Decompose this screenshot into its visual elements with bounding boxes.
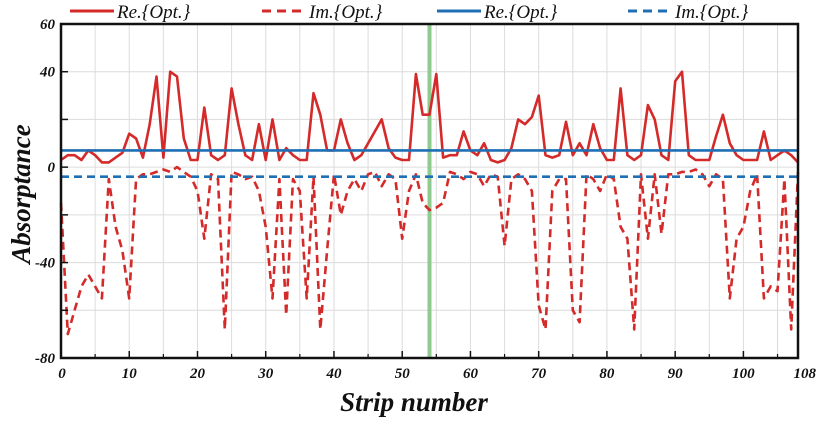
x-axis-title: Strip number — [340, 387, 488, 417]
x-tick-label: 80 — [599, 366, 615, 382]
x-tick-label: 108 — [794, 366, 817, 382]
legend-label-re-opt-blue: Re.{Opt.} — [483, 2, 558, 23]
series-im-opt-red — [59, 165, 800, 336]
series-group — [59, 70, 800, 336]
x-tick-label: 20 — [189, 366, 206, 382]
y-tick-label: -40 — [35, 256, 55, 272]
series-re-opt-red — [60, 70, 799, 164]
x-tick-label: 60 — [463, 366, 479, 382]
x-tick-label: 100 — [732, 366, 755, 382]
legend-label-im-opt-red: Im.{Opt.} — [308, 2, 383, 23]
plot-frame — [59, 22, 800, 360]
x-tick-label: 70 — [531, 366, 547, 382]
legend-label-im-opt-blue: Im.{Opt.} — [674, 2, 749, 23]
x-tick-label: 10 — [122, 366, 138, 382]
x-tick-label: 40 — [325, 366, 342, 382]
y-tick-label: 60 — [40, 17, 56, 33]
x-tick-label: 0 — [58, 366, 66, 382]
legend-label-re-opt-red: Re.{Opt.} — [116, 2, 191, 23]
x-tick-label: 30 — [257, 366, 274, 382]
y-tick-label: 0 — [48, 160, 56, 176]
y-axis-title: Absorptance — [6, 124, 36, 266]
y-tick-label: -80 — [35, 351, 55, 367]
x-tick-label: 50 — [395, 366, 411, 382]
y-tick-label: 40 — [39, 65, 56, 81]
x-tick-label: 90 — [668, 366, 684, 382]
tick-labels: 0 10 20 30 40 50 60 70 80 90 100 108 60 40 0 -40 -80 — [35, 17, 817, 382]
ticks — [60, 23, 799, 359]
legend: Re.{Opt.} Im.{Opt.} Re.{Opt.} Im.{Opt.} — [70, 2, 749, 23]
